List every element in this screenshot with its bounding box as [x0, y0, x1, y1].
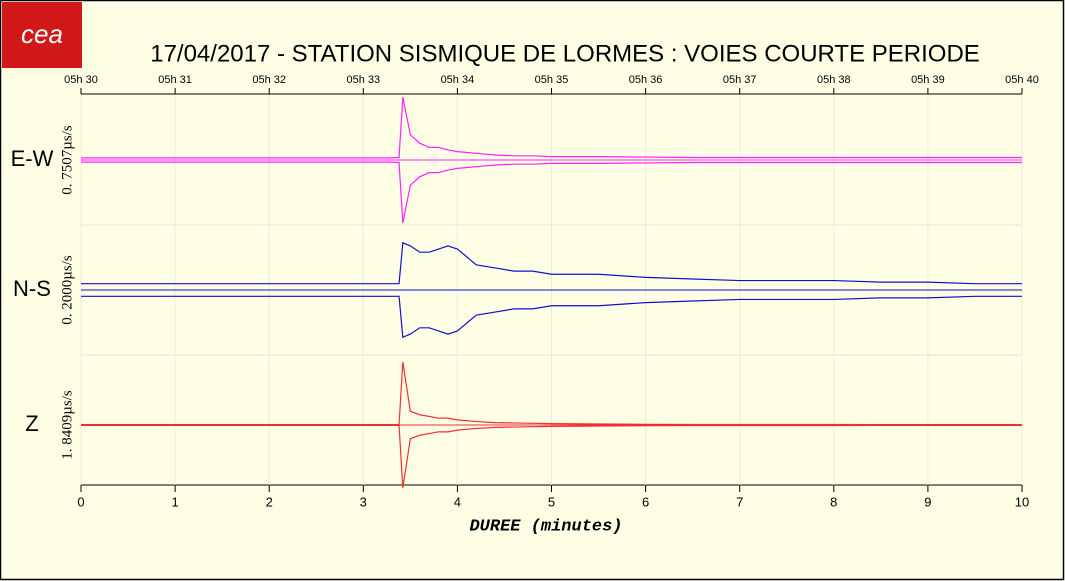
x-tick-label: 2 [266, 494, 273, 509]
chart-title: 17/04/2017 - STATION SISMIQUE DE LORMES … [150, 40, 980, 67]
x-tick-label: 5 [548, 494, 555, 509]
x2-tick-label: 05h 32 [252, 74, 286, 86]
x2-tick-label: 05h 38 [817, 74, 851, 86]
x-tick-label: 8 [830, 494, 837, 509]
channel-label: E-W [11, 146, 54, 171]
channel-label: Z [25, 411, 38, 436]
x2-tick-label: 05h 39 [911, 74, 945, 86]
x2-tick-label: 05h 33 [346, 74, 380, 86]
x-tick-label: 7 [736, 494, 743, 509]
channel-label: N-S [13, 276, 51, 301]
x-axis-title: DUREE (minutes) [469, 517, 622, 536]
x2-tick-label: 05h 36 [629, 74, 663, 86]
scale-label: 0. 2000µs/s [59, 255, 75, 325]
trace-upper [81, 96, 1022, 159]
logo-text: cea [21, 19, 63, 49]
x2-tick-label: 05h 37 [723, 74, 757, 86]
scale-label: 1. 8409µs/s [59, 390, 75, 460]
x-tick-label: 3 [360, 494, 367, 509]
trace-lower [81, 161, 1022, 224]
x-tick-label: 9 [924, 494, 931, 509]
trace-lower [81, 295, 1022, 339]
logo [2, 2, 82, 68]
x-tick-label: 10 [1015, 494, 1029, 509]
x-tick-label: 4 [454, 494, 461, 509]
trace-upper [81, 361, 1022, 426]
scale-label: 0. 7507µs/s [59, 125, 75, 195]
trace-upper [81, 241, 1022, 285]
x2-tick-label: 05h 34 [441, 74, 475, 86]
x2-tick-label: 05h 30 [64, 74, 98, 86]
x-tick-label: 6 [642, 494, 649, 509]
x2-tick-label: 05h 40 [1005, 74, 1039, 86]
x-tick-label: 0 [77, 494, 84, 509]
trace-lower [81, 424, 1022, 489]
x-tick-label: 1 [171, 494, 178, 509]
x2-tick-label: 05h 35 [535, 74, 569, 86]
x2-tick-label: 05h 31 [158, 74, 192, 86]
